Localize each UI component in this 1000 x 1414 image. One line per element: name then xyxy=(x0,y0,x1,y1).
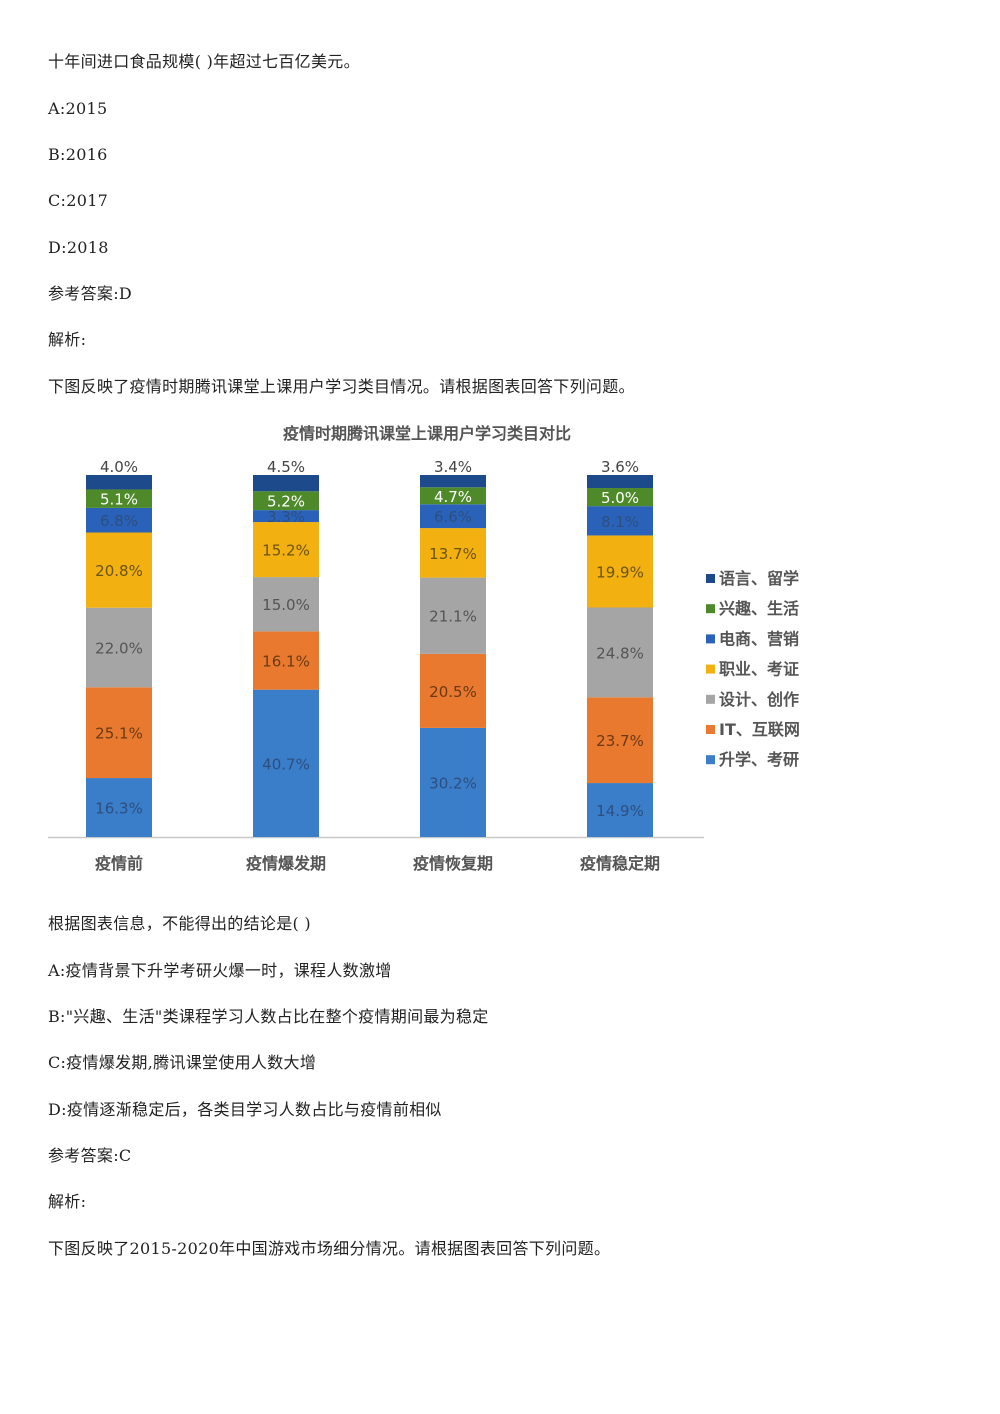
bar-segment xyxy=(253,631,319,690)
legend-label: 设计、创作 xyxy=(719,690,799,709)
legend-label: 电商、营销 xyxy=(719,629,799,648)
bar-segment xyxy=(86,607,152,688)
q1-option-c: C:2017 xyxy=(48,191,109,210)
q2-analysis: 解析: xyxy=(48,1192,87,1211)
q2-intro: 下图反映了疫情时期腾讯课堂上课用户学习类目情况。请根据图表回答下列问题。 xyxy=(48,377,635,396)
data-label: 4.0% xyxy=(100,458,138,476)
data-label: 16.3% xyxy=(95,800,143,818)
bar-segment xyxy=(86,507,152,533)
data-label: 15.0% xyxy=(262,596,310,614)
bar-segment xyxy=(587,488,653,507)
bar-segment xyxy=(86,475,152,490)
legend-label: 升学、考研 xyxy=(719,750,799,769)
bar-segment xyxy=(420,504,486,529)
data-label: 25.1% xyxy=(95,725,143,743)
bar-segment xyxy=(587,506,653,536)
category-label: 疫情爆发期 xyxy=(246,854,326,873)
bar-segment xyxy=(86,489,152,508)
bar-segment xyxy=(86,687,152,779)
bar-segment xyxy=(253,510,319,523)
data-label: 15.2% xyxy=(262,542,310,560)
q1-analysis: 解析: xyxy=(48,330,87,349)
q1-answer: 参考答案:D xyxy=(48,284,133,303)
category-label: 疫情稳定期 xyxy=(580,854,660,873)
bar-segment xyxy=(253,522,319,578)
data-label: 4.5% xyxy=(267,458,305,476)
bar-segment xyxy=(420,475,486,488)
bar-segment xyxy=(587,475,653,489)
data-label: 24.8% xyxy=(596,644,644,662)
data-label: 20.5% xyxy=(429,683,477,701)
data-label: 8.1% xyxy=(601,513,639,531)
data-label: 22.0% xyxy=(95,640,143,658)
bar-segment xyxy=(420,653,486,728)
q1-option-b: B:2016 xyxy=(48,145,108,164)
legend-swatch xyxy=(706,604,715,614)
legend-swatch xyxy=(706,755,715,765)
bar-segment xyxy=(420,528,486,578)
data-label: 20.8% xyxy=(95,562,143,580)
legend-swatch xyxy=(706,664,715,674)
data-label: 3.3% xyxy=(267,508,305,526)
data-label: 5.1% xyxy=(100,491,138,509)
bar-segment xyxy=(587,783,653,837)
data-label: 3.4% xyxy=(434,458,472,476)
legend-label: 兴趣、生活 xyxy=(719,599,799,618)
bar-segment xyxy=(253,491,319,511)
data-label: 23.7% xyxy=(596,732,644,750)
bar-segment xyxy=(253,689,319,837)
q2-stem: 根据图表信息，不能得出的结论是( ) xyxy=(48,914,311,933)
category-label: 疫情恢复期 xyxy=(413,854,493,873)
bar-segment xyxy=(420,577,486,654)
q2-answer: 参考答案:C xyxy=(48,1146,132,1165)
q1-stem: 十年间进口食品规模( )年超过七百亿美元。 xyxy=(48,52,360,71)
legend-label: 语言、留学 xyxy=(719,569,799,588)
data-label: 4.7% xyxy=(434,488,472,506)
bar-segment xyxy=(587,607,653,698)
legend-label: IT、互联网 xyxy=(719,720,800,739)
bar-segment xyxy=(587,697,653,784)
q3-intro: 下图反映了2015-2020年中国游戏市场细分情况。请根据图表回答下列问题。 xyxy=(48,1239,611,1258)
category-label: 疫情前 xyxy=(95,854,143,873)
stacked-bar-chart: 疫情时期腾讯课堂上课用户学习类目对比 16.3% 25.1% 22.0% 20.8% 6.… xyxy=(40,415,820,885)
bar-segment xyxy=(253,577,319,632)
q2-option-b: B:"兴趣、生活"类课程学习人数占比在整个疫情期间最为稳定 xyxy=(48,1007,489,1026)
data-label: 19.9% xyxy=(596,563,644,581)
q2-option-a: A:疫情背景下升学考研火爆一时，课程人数激增 xyxy=(48,961,392,980)
bar-segment xyxy=(420,487,486,505)
data-label: 3.6% xyxy=(601,458,639,476)
legend-label: 职业、考证 xyxy=(719,660,799,679)
legend-swatch xyxy=(706,634,715,644)
data-label: 6.6% xyxy=(434,508,472,526)
bar-segment xyxy=(587,535,653,608)
legend-swatch xyxy=(706,725,715,734)
q2-option-d: D:疫情逐渐稳定后，各类目学习人数占比与疫情前相似 xyxy=(48,1100,442,1119)
bar-segment xyxy=(253,475,319,492)
bar-segment xyxy=(86,778,152,837)
bar-segment xyxy=(420,727,486,837)
data-label: 30.2% xyxy=(429,774,477,792)
bar-segment xyxy=(86,532,152,608)
q2-option-c: C:疫情爆发期,腾讯课堂使用人数大增 xyxy=(48,1053,317,1072)
legend-swatch xyxy=(706,694,715,704)
data-label: 21.1% xyxy=(429,608,477,626)
data-label: 16.1% xyxy=(262,653,310,671)
data-label: 5.2% xyxy=(267,493,305,511)
data-label: 5.0% xyxy=(601,489,639,507)
data-label: 13.7% xyxy=(429,545,477,563)
data-label: 6.8% xyxy=(100,512,138,530)
q1-option-a: A:2015 xyxy=(48,99,108,118)
chart-title: 疫情时期腾讯课堂上课用户学习类目对比 xyxy=(283,424,571,443)
data-label: 40.7% xyxy=(262,755,310,773)
legend-swatch xyxy=(706,574,715,583)
q1-option-d: D:2018 xyxy=(48,238,109,257)
data-label: 14.9% xyxy=(596,802,644,820)
chart-svg: 疫情时期腾讯课堂上课用户学习类目对比 16.3% 25.1% 22.0% 20.8% 6.… xyxy=(48,424,800,873)
